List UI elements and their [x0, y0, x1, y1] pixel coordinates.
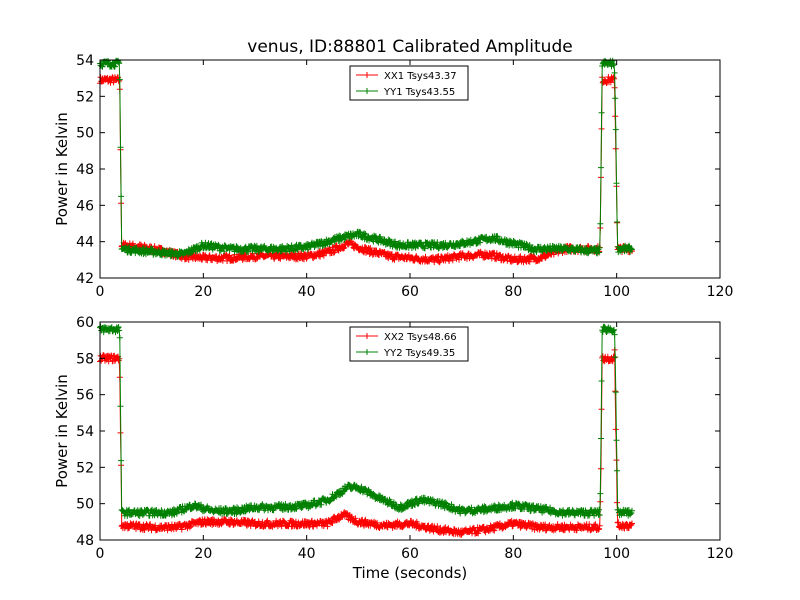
y-tick-label: 44 — [76, 235, 94, 251]
legend-label: XX1 Tsys43.37 — [384, 71, 457, 82]
plot-panel-1: 0 20 40 60 80 100 120 42 44 46 48 50 52 54 Power in Ke… — [53, 53, 733, 300]
legend-marker — [364, 72, 370, 78]
y-tick-label: 48 — [76, 162, 94, 178]
x-axis-label: Time (seconds) — [352, 564, 468, 582]
x-tick-label: 120 — [707, 284, 734, 300]
x-tick-label: 120 — [707, 546, 734, 562]
x-tick-label: 100 — [603, 546, 630, 562]
series-xx2 — [97, 346, 635, 538]
legend: XX1 Tsys43.37 YY1 Tsys43.55 — [349, 65, 469, 101]
legend-marker — [364, 349, 370, 355]
legend-label: YY2 Tsys49.35 — [383, 348, 455, 359]
y-tick-label: 46 — [76, 198, 94, 214]
x-tick-label: 60 — [401, 284, 419, 300]
y-tick-label: 58 — [76, 351, 94, 367]
legend-marker — [364, 88, 370, 94]
y-tick-label: 54 — [76, 53, 94, 69]
y-tick-label: 50 — [76, 497, 94, 513]
legend-box — [349, 326, 469, 362]
y-tick-label: 52 — [76, 460, 94, 476]
y-tick-label: 50 — [76, 126, 94, 142]
x-tick-label: 100 — [603, 284, 630, 300]
legend-box — [349, 65, 469, 101]
y-tick-label: 48 — [76, 533, 94, 549]
y-tick-label: 52 — [76, 89, 94, 105]
x-tick-label: 40 — [298, 284, 316, 300]
y-tick-label: 56 — [76, 388, 94, 404]
legend-marker — [364, 333, 370, 339]
figure-title: venus, ID:88801 Calibrated Amplitude — [247, 37, 572, 57]
x-tick-label: 40 — [298, 546, 316, 562]
y-tick-label: 60 — [76, 315, 94, 331]
y-tick-label: 42 — [76, 271, 94, 287]
series-yy2 — [97, 323, 635, 519]
legend: XX2 Tsys48.66 YY2 Tsys49.35 — [349, 326, 469, 362]
x-tick-label: 80 — [504, 284, 522, 300]
x-tick-label: 20 — [194, 546, 212, 562]
legend-label: XX2 Tsys48.66 — [384, 332, 457, 343]
y-axis-label: Power in Kelvin — [53, 112, 71, 226]
x-tick-label: 0 — [96, 546, 105, 562]
x-tick-label: 0 — [96, 284, 105, 300]
y-tick-label: 54 — [76, 424, 94, 440]
y-axis-label: Power in Kelvin — [53, 374, 71, 488]
legend-label: YY1 Tsys43.55 — [383, 87, 455, 98]
x-tick-label: 60 — [401, 546, 419, 562]
plot-panel-2: 0 20 40 60 80 100 120 48 50 52 54 56 58 60 Power in Ke… — [53, 315, 733, 562]
x-tick-label: 80 — [504, 546, 522, 562]
x-tick-label: 20 — [194, 284, 212, 300]
